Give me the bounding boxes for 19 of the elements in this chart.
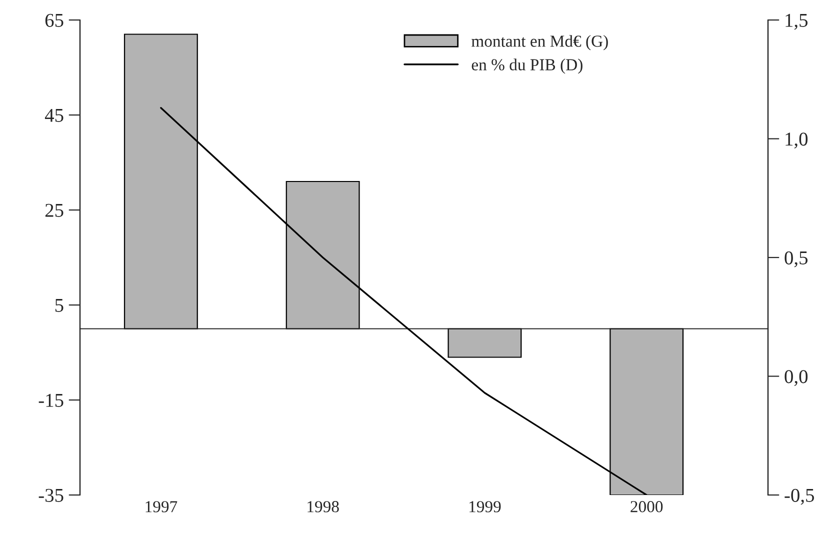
y2-tick-label: 0,5 [784,251,808,268]
x-tick-label: 1997 [146,501,178,512]
y2-tick-label: 1,5 [786,14,808,30]
legend-label: en % du PIB (D) [472,58,582,74]
y2-tick-label: 1,0 [786,132,808,148]
x-tick-label: 1999 [470,501,501,512]
y-tick-label: 45 [44,108,64,122]
bar [448,328,522,358]
y2-tick-label: 0,0 [784,370,808,386]
x-tick-label: 2000 [630,501,663,512]
x-tick-label: 1998 [308,501,339,512]
y-tick-label: -35 [38,488,64,502]
bar [286,180,360,330]
y-tick-label: 65 [45,14,64,27]
legend-label: montant en Md€ (G) [472,35,608,50]
y-tick-label: 5 [55,299,64,312]
y-tick-label: -15 [38,394,64,407]
y2-tick-label: -0,5 [784,488,814,505]
y-tick-label: 25 [45,204,64,217]
